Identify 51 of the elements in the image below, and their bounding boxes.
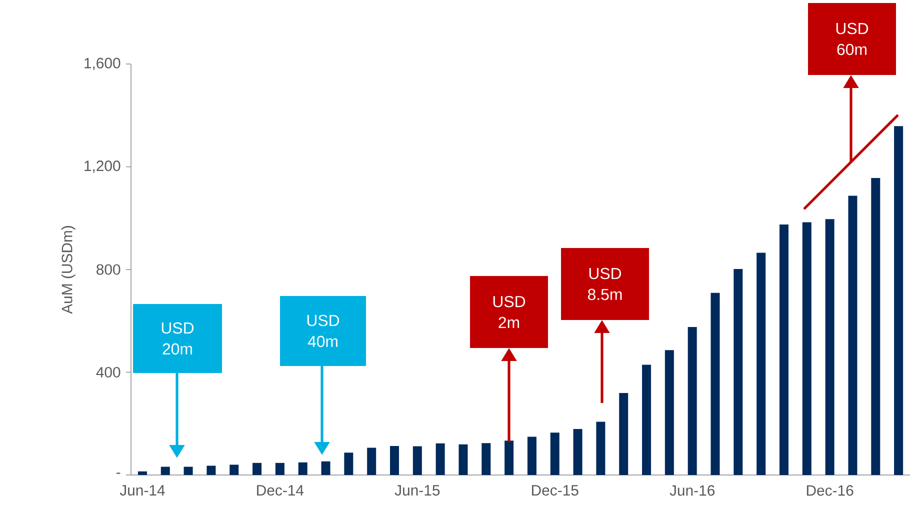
x-tick-label: Jun-15 <box>394 485 440 496</box>
bar <box>160 466 170 475</box>
x-tick-label: Dec-16 <box>806 485 854 496</box>
bar <box>344 452 354 475</box>
y-tick-label: 800 <box>96 264 120 275</box>
bar <box>206 466 216 475</box>
y-tick-label: 1,200 <box>84 160 120 173</box>
bar <box>412 446 422 475</box>
bar <box>756 252 766 475</box>
bar <box>642 364 652 475</box>
x-tick-label: Dec-14 <box>257 485 304 496</box>
y-axis-title: AuM (USDm) <box>61 226 76 314</box>
annotation: USD 2m <box>493 296 526 328</box>
bar <box>252 462 262 475</box>
bar <box>664 350 674 475</box>
bar <box>298 462 308 475</box>
bar <box>710 292 720 475</box>
bar <box>894 126 904 475</box>
annotation: USD 40m <box>307 314 340 348</box>
bar <box>619 393 628 475</box>
bar <box>504 440 514 475</box>
bar <box>482 443 491 475</box>
bar <box>550 432 560 475</box>
x-tick-label: Dec-15 <box>532 485 578 496</box>
bar <box>390 446 399 475</box>
bar <box>458 444 468 475</box>
bar <box>688 327 697 475</box>
annotation: USD 20m <box>162 322 194 355</box>
bar <box>825 219 834 475</box>
y-tick-label: - <box>116 472 120 474</box>
bar <box>734 268 743 475</box>
text: USD 60m <box>836 22 868 56</box>
x-tick-label: Jun-14 <box>120 485 165 496</box>
bar <box>230 464 239 475</box>
bar <box>321 461 330 475</box>
bar <box>802 222 812 475</box>
y-tick-label: 1,600 <box>84 58 120 70</box>
y-tick-label: 400 <box>96 366 120 378</box>
bar <box>596 422 606 475</box>
bar <box>871 178 880 475</box>
annotation: USD 8.5m <box>588 268 622 300</box>
bar <box>436 443 445 475</box>
bar <box>848 196 858 475</box>
x-tick-label: Jun-16 <box>670 485 715 496</box>
bar <box>367 448 376 475</box>
bar <box>779 224 788 475</box>
bar <box>184 466 193 475</box>
bar <box>573 429 582 475</box>
bar <box>275 462 284 475</box>
bar <box>138 471 147 475</box>
bar <box>527 436 536 475</box>
